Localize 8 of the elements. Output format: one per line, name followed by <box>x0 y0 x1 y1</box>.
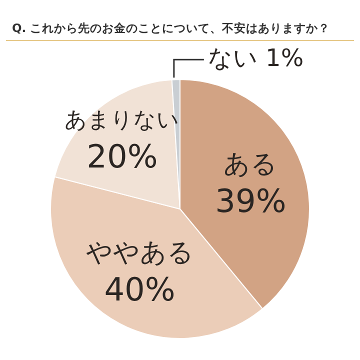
data-label: 20% <box>86 137 158 176</box>
slice-label: ある <box>224 149 278 180</box>
data-label: 40% <box>104 270 176 309</box>
chart-title: Q. これから先のお金のことについて、不安はありますか？ <box>6 0 354 41</box>
slice-label: ない 1% <box>208 44 304 72</box>
slice-label: ややある <box>86 238 194 268</box>
data-label: 39% <box>215 182 286 220</box>
slice-label: あまりない <box>64 108 180 133</box>
